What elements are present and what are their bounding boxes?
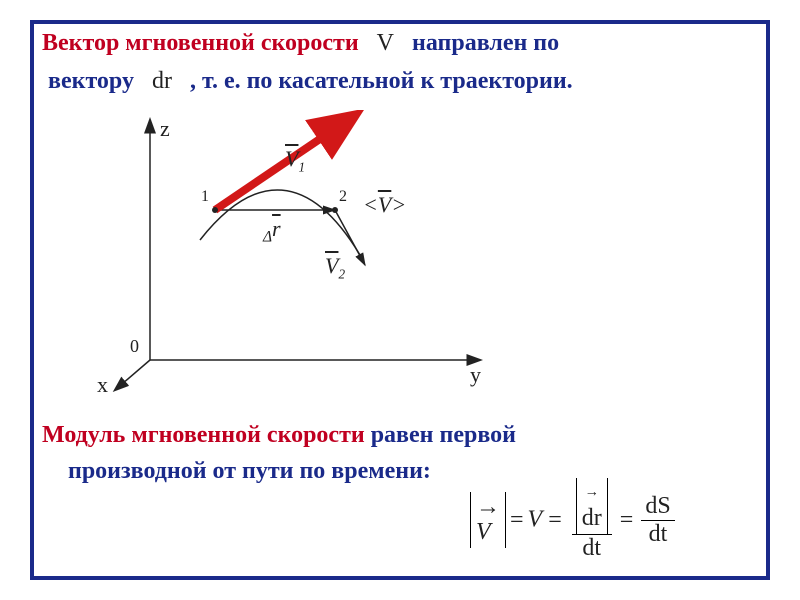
title1-sym: V: [363, 30, 408, 56]
v1-label: V1: [285, 146, 305, 175]
velocity-diagram: 0 z y x 1 2 V1 V2 Δr <V>: [110, 110, 530, 390]
origin-label: 0: [130, 336, 139, 357]
pt1-label: 1: [201, 188, 209, 206]
title4-blue: производной от пути по времени:: [68, 458, 431, 484]
point-1: [212, 207, 218, 213]
z-axis-label: z: [160, 116, 170, 142]
title2-blue-b: , т. е. по касательной к траектории.: [190, 68, 573, 94]
title2-sym: dr: [138, 68, 186, 94]
pt2-label: 2: [339, 188, 347, 206]
title3-red: Модуль мгновенной скорости: [42, 422, 365, 448]
title1-blue: направлен по: [412, 30, 559, 56]
title-line-1: Вектор мгновенной скорости V направлен п…: [42, 28, 559, 59]
title2-blue-a: вектору: [48, 68, 134, 94]
v2-label: V2: [325, 253, 345, 282]
title3-blue: равен первой: [365, 422, 516, 448]
title-line-2: вектору dr , т. е. по касательной к трае…: [48, 66, 573, 97]
axis-x: [115, 360, 150, 390]
vavg-label: <V>: [363, 192, 406, 218]
v1-vector: [215, 122, 345, 210]
x-axis-label: x: [97, 372, 108, 398]
title-line-4: производной от пути по времени:: [68, 456, 431, 487]
point-2: [332, 207, 338, 213]
y-axis-label: y: [470, 362, 481, 388]
diagram-svg: [110, 110, 530, 400]
title1-red: Вектор мгновенной скорости: [42, 30, 359, 56]
formula-block: →V=V=→drdt=dSdt: [470, 478, 750, 558]
title-line-3: Модуль мгновенной скорости равен первой: [42, 420, 516, 451]
dr-label: Δr: [263, 216, 281, 246]
